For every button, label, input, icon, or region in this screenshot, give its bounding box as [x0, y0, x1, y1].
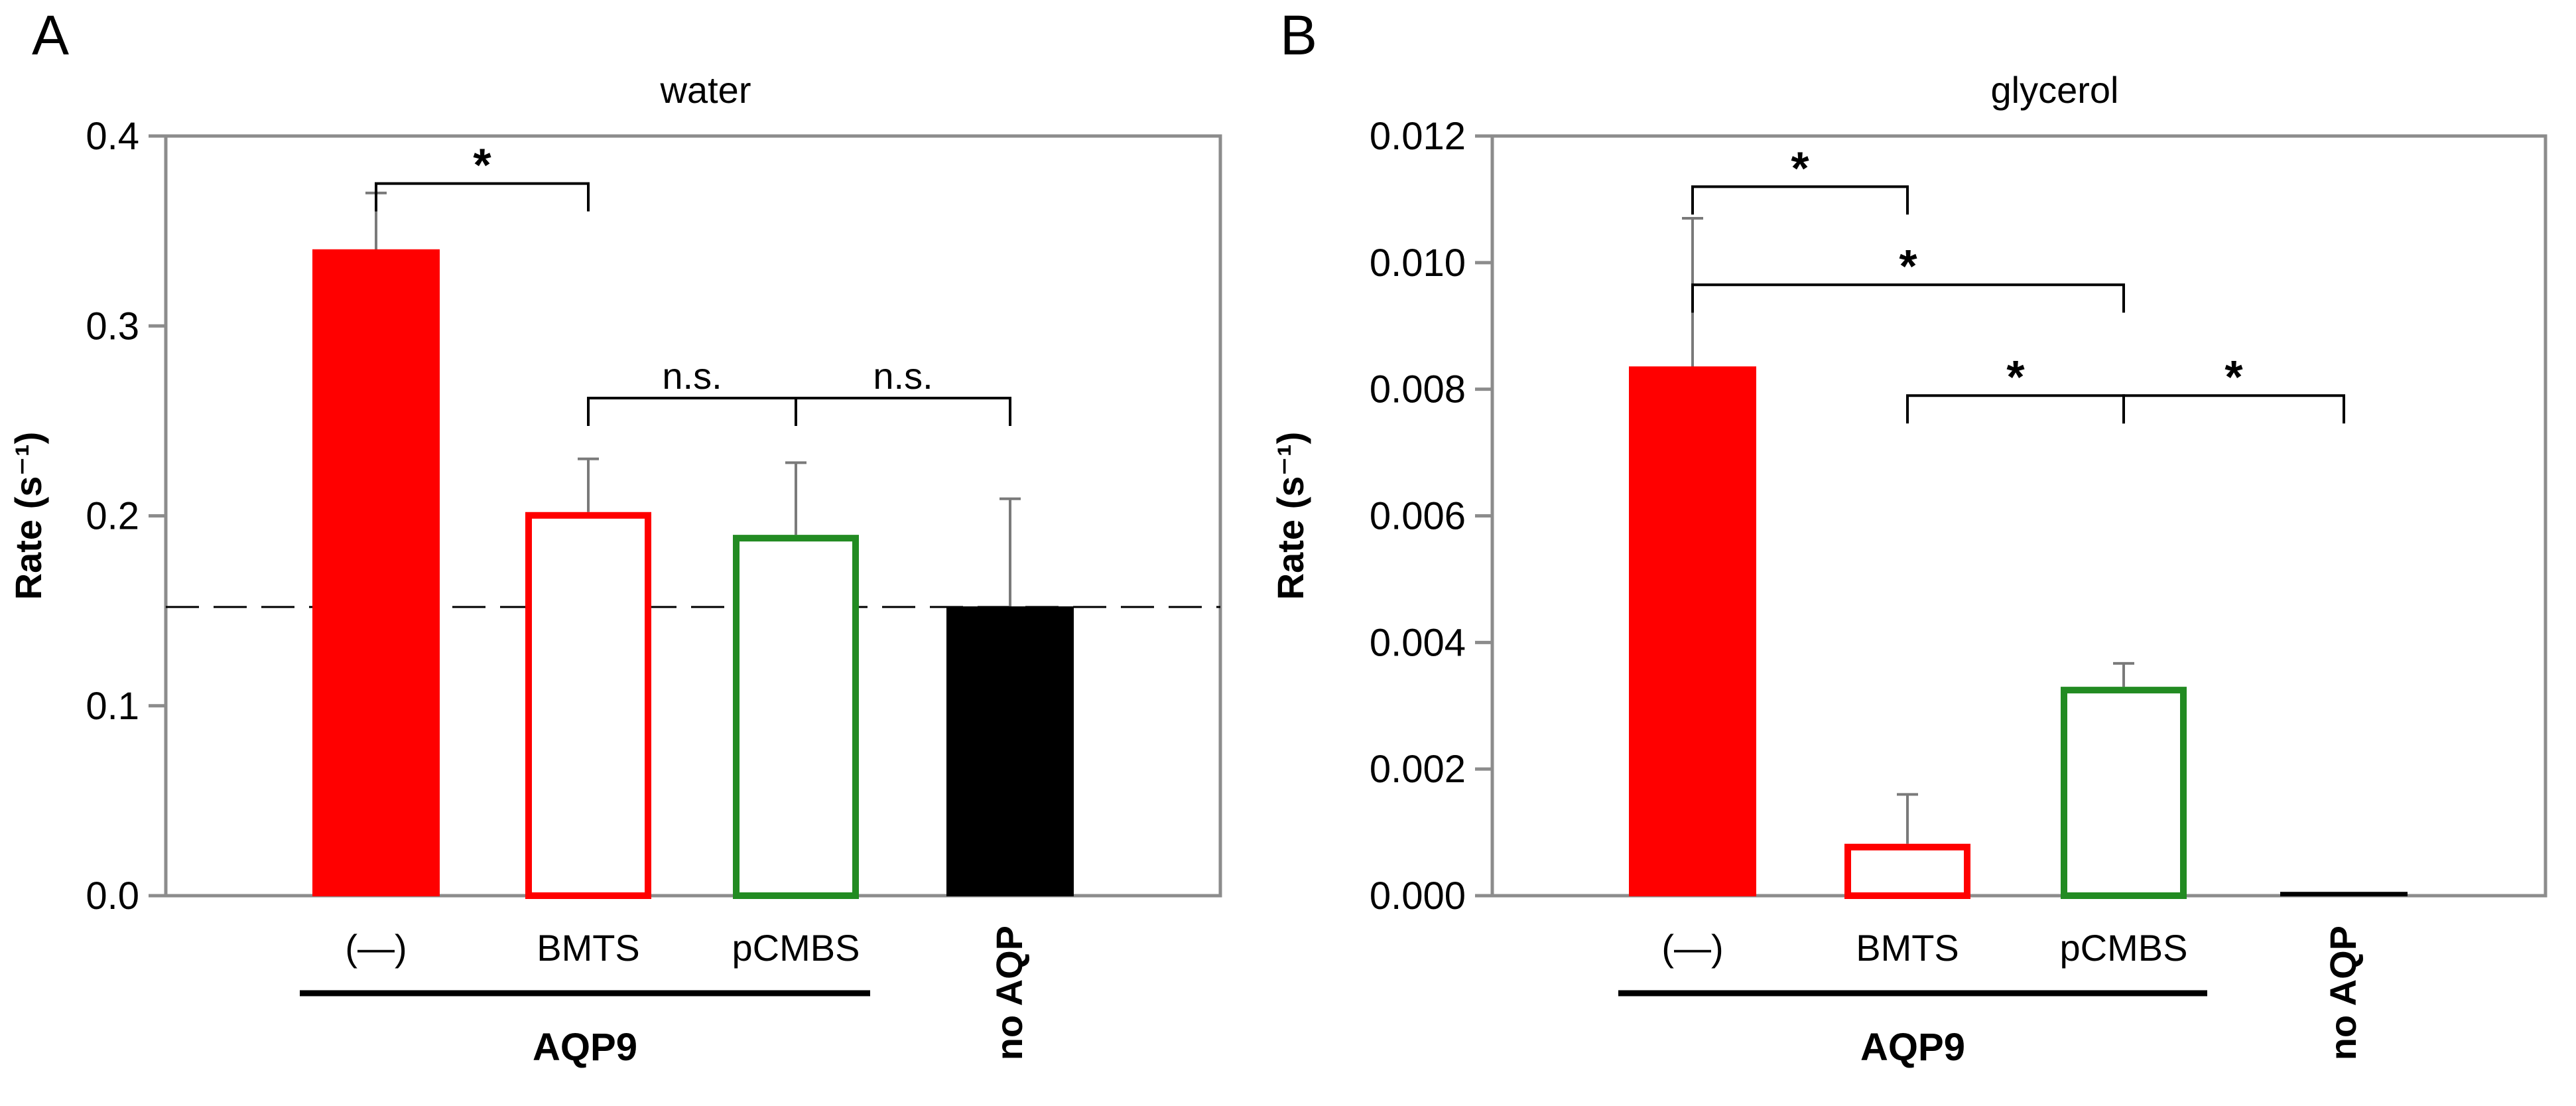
significance-label: * — [1899, 240, 1917, 292]
bar-1 — [312, 249, 440, 896]
significance-label: * — [2006, 351, 2025, 403]
bar-3 — [733, 535, 859, 899]
y-axis-label: Rate (s⁻¹) — [7, 432, 49, 600]
category-label: BMTS — [1856, 927, 1959, 969]
y-tick-label: 0.1 — [86, 685, 139, 728]
significance-bracket — [795, 397, 1011, 427]
panel-letter-b: B — [1280, 4, 1317, 66]
chart-panel-water: water 0.0 0.1 0.2 0.3 0.4 Rate (s⁻¹) * n.s. n.s. (… — [7, 69, 1222, 1069]
significance-bracket — [587, 397, 797, 427]
y-tick-label: 0.004 — [1370, 621, 1466, 664]
y-tick-label: 0.0 — [86, 874, 139, 918]
group-label: AQP9 — [533, 1026, 637, 1069]
bar-3 — [2061, 687, 2187, 899]
y-tick-label: 0.4 — [86, 115, 139, 158]
significance-label: n.s. — [873, 355, 933, 397]
y-tick-label: 0.002 — [1370, 748, 1466, 791]
bar-2 — [525, 512, 651, 899]
bar-4 — [946, 606, 1074, 897]
y-tick-label: 0.012 — [1370, 115, 1466, 158]
y-tick-label: 0.000 — [1370, 874, 1466, 918]
significance-label: * — [1791, 142, 1809, 194]
significance-bracket — [1691, 283, 2125, 313]
bar-1 — [1629, 366, 1756, 896]
category-label: (—) — [345, 927, 407, 969]
category-label: pCMBS — [2060, 927, 2188, 969]
significance-label: * — [2224, 351, 2243, 403]
bar-4 — [2280, 892, 2408, 896]
y-tick-label: 0.3 — [86, 305, 139, 348]
significance-label: * — [473, 139, 491, 191]
category-label: pCMBS — [732, 927, 860, 969]
group-label: AQP9 — [1860, 1026, 1965, 1069]
significance-bracket — [2122, 394, 2345, 424]
y-tick-label: 0.008 — [1370, 368, 1466, 411]
y-axis-label: Rate (s⁻¹) — [1269, 432, 1311, 600]
significance-bracket — [1691, 185, 1909, 215]
category-label: (—) — [1661, 927, 1723, 969]
significance-label: n.s. — [662, 355, 722, 397]
chart-panel-glycerol: glycerol 0.000 0.002 0.004 0.006 0.008 0.010 0.… — [1269, 69, 2547, 1069]
chart-title: glycerol — [1991, 69, 2119, 111]
y-tick-label: 0.010 — [1370, 242, 1466, 285]
significance-bracket — [375, 182, 590, 212]
category-label-rotated: no AQP — [2322, 926, 2364, 1060]
bar-2 — [1844, 843, 1970, 899]
y-tick-label: 0.006 — [1370, 495, 1466, 538]
y-tick-label: 0.2 — [86, 495, 139, 538]
chart-title: water — [660, 69, 751, 111]
category-label-rotated: no AQP — [988, 926, 1030, 1060]
category-label: BMTS — [537, 927, 640, 969]
panel-letter-a: A — [32, 4, 69, 66]
